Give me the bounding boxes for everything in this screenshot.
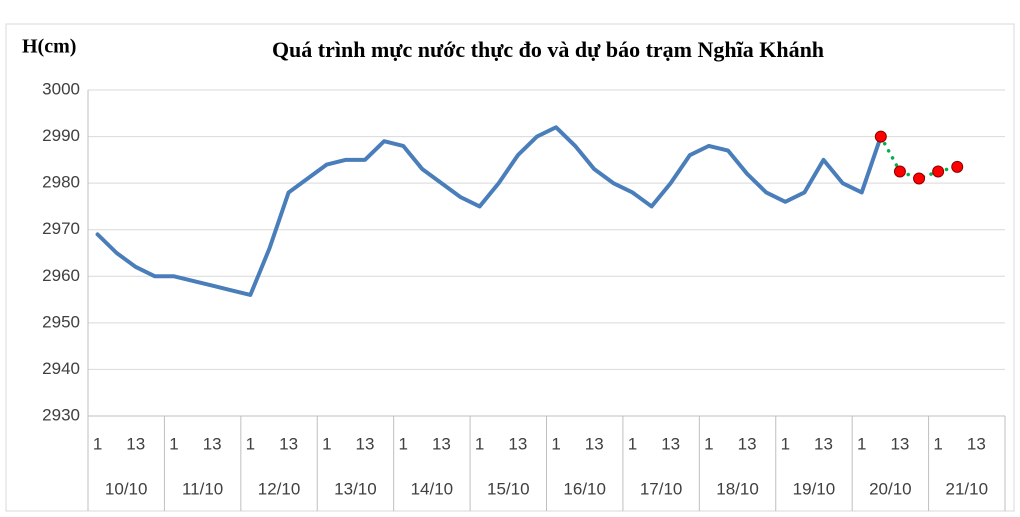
point-marker	[951, 160, 964, 173]
x-tick-label: 13	[967, 434, 986, 453]
x-tick-label: 1	[628, 434, 637, 453]
x-tick-label: 1	[398, 434, 407, 453]
x-group-label: 19/10	[793, 479, 836, 498]
x-tick-label: 13	[814, 434, 833, 453]
x-group-label: 18/10	[716, 479, 759, 498]
y-tick-label: 2950	[42, 312, 80, 331]
x-group-label: 14/10	[411, 479, 454, 498]
x-group-label: 17/10	[640, 479, 683, 498]
x-tick-label: 1	[781, 434, 790, 453]
x-tick-label: 1	[93, 434, 102, 453]
x-tick-label: 13	[126, 434, 145, 453]
x-tick-label: 1	[857, 434, 866, 453]
x-tick-label: 1	[246, 434, 255, 453]
y-tick-label: 2990	[42, 126, 80, 145]
x-tick-label: 13	[508, 434, 527, 453]
x-group-label: 15/10	[487, 479, 530, 498]
x-group-label: 10/10	[105, 479, 148, 498]
x-tick-label: 13	[890, 434, 909, 453]
y-tick-label: 2970	[42, 219, 80, 238]
chart-title: Quá trình mực nước thực đo và dự báo trạ…	[272, 37, 824, 62]
point-marker	[874, 130, 887, 143]
x-tick-label: 1	[475, 434, 484, 453]
series-line	[879, 134, 959, 181]
x-group-label: 20/10	[869, 479, 912, 498]
x-group-label: 16/10	[563, 479, 606, 498]
y-axis-label: H(cm)	[22, 36, 76, 58]
x-tick-label: 13	[432, 434, 451, 453]
x-tick-label: 1	[322, 434, 331, 453]
x-group-label: 12/10	[258, 479, 301, 498]
x-tick-label: 1	[933, 434, 942, 453]
x-tick-label: 1	[704, 434, 713, 453]
x-tick-label: 1	[169, 434, 178, 453]
x-tick-label: 13	[203, 434, 222, 453]
point-marker	[893, 165, 906, 178]
y-tick-label: 2930	[42, 405, 80, 424]
x-tick-label: 13	[356, 434, 375, 453]
x-tick-label: 13	[661, 434, 680, 453]
x-tick-label: 13	[585, 434, 604, 453]
point-marker	[913, 172, 926, 185]
y-tick-label: 2960	[42, 266, 80, 285]
y-tick-label: 2940	[42, 359, 80, 378]
y-tick-label: 2980	[42, 173, 80, 192]
x-group-label: 21/10	[946, 479, 989, 498]
point-marker	[932, 165, 945, 178]
x-tick-label: 1	[551, 434, 560, 453]
chart-frame	[5, 23, 1015, 512]
series-line	[95, 125, 883, 297]
x-tick-label: 13	[738, 434, 757, 453]
x-group-label: 13/10	[334, 479, 377, 498]
x-group-label: 11/10	[182, 479, 223, 498]
y-tick-label: 3000	[42, 79, 80, 98]
x-tick-label: 13	[279, 434, 298, 453]
